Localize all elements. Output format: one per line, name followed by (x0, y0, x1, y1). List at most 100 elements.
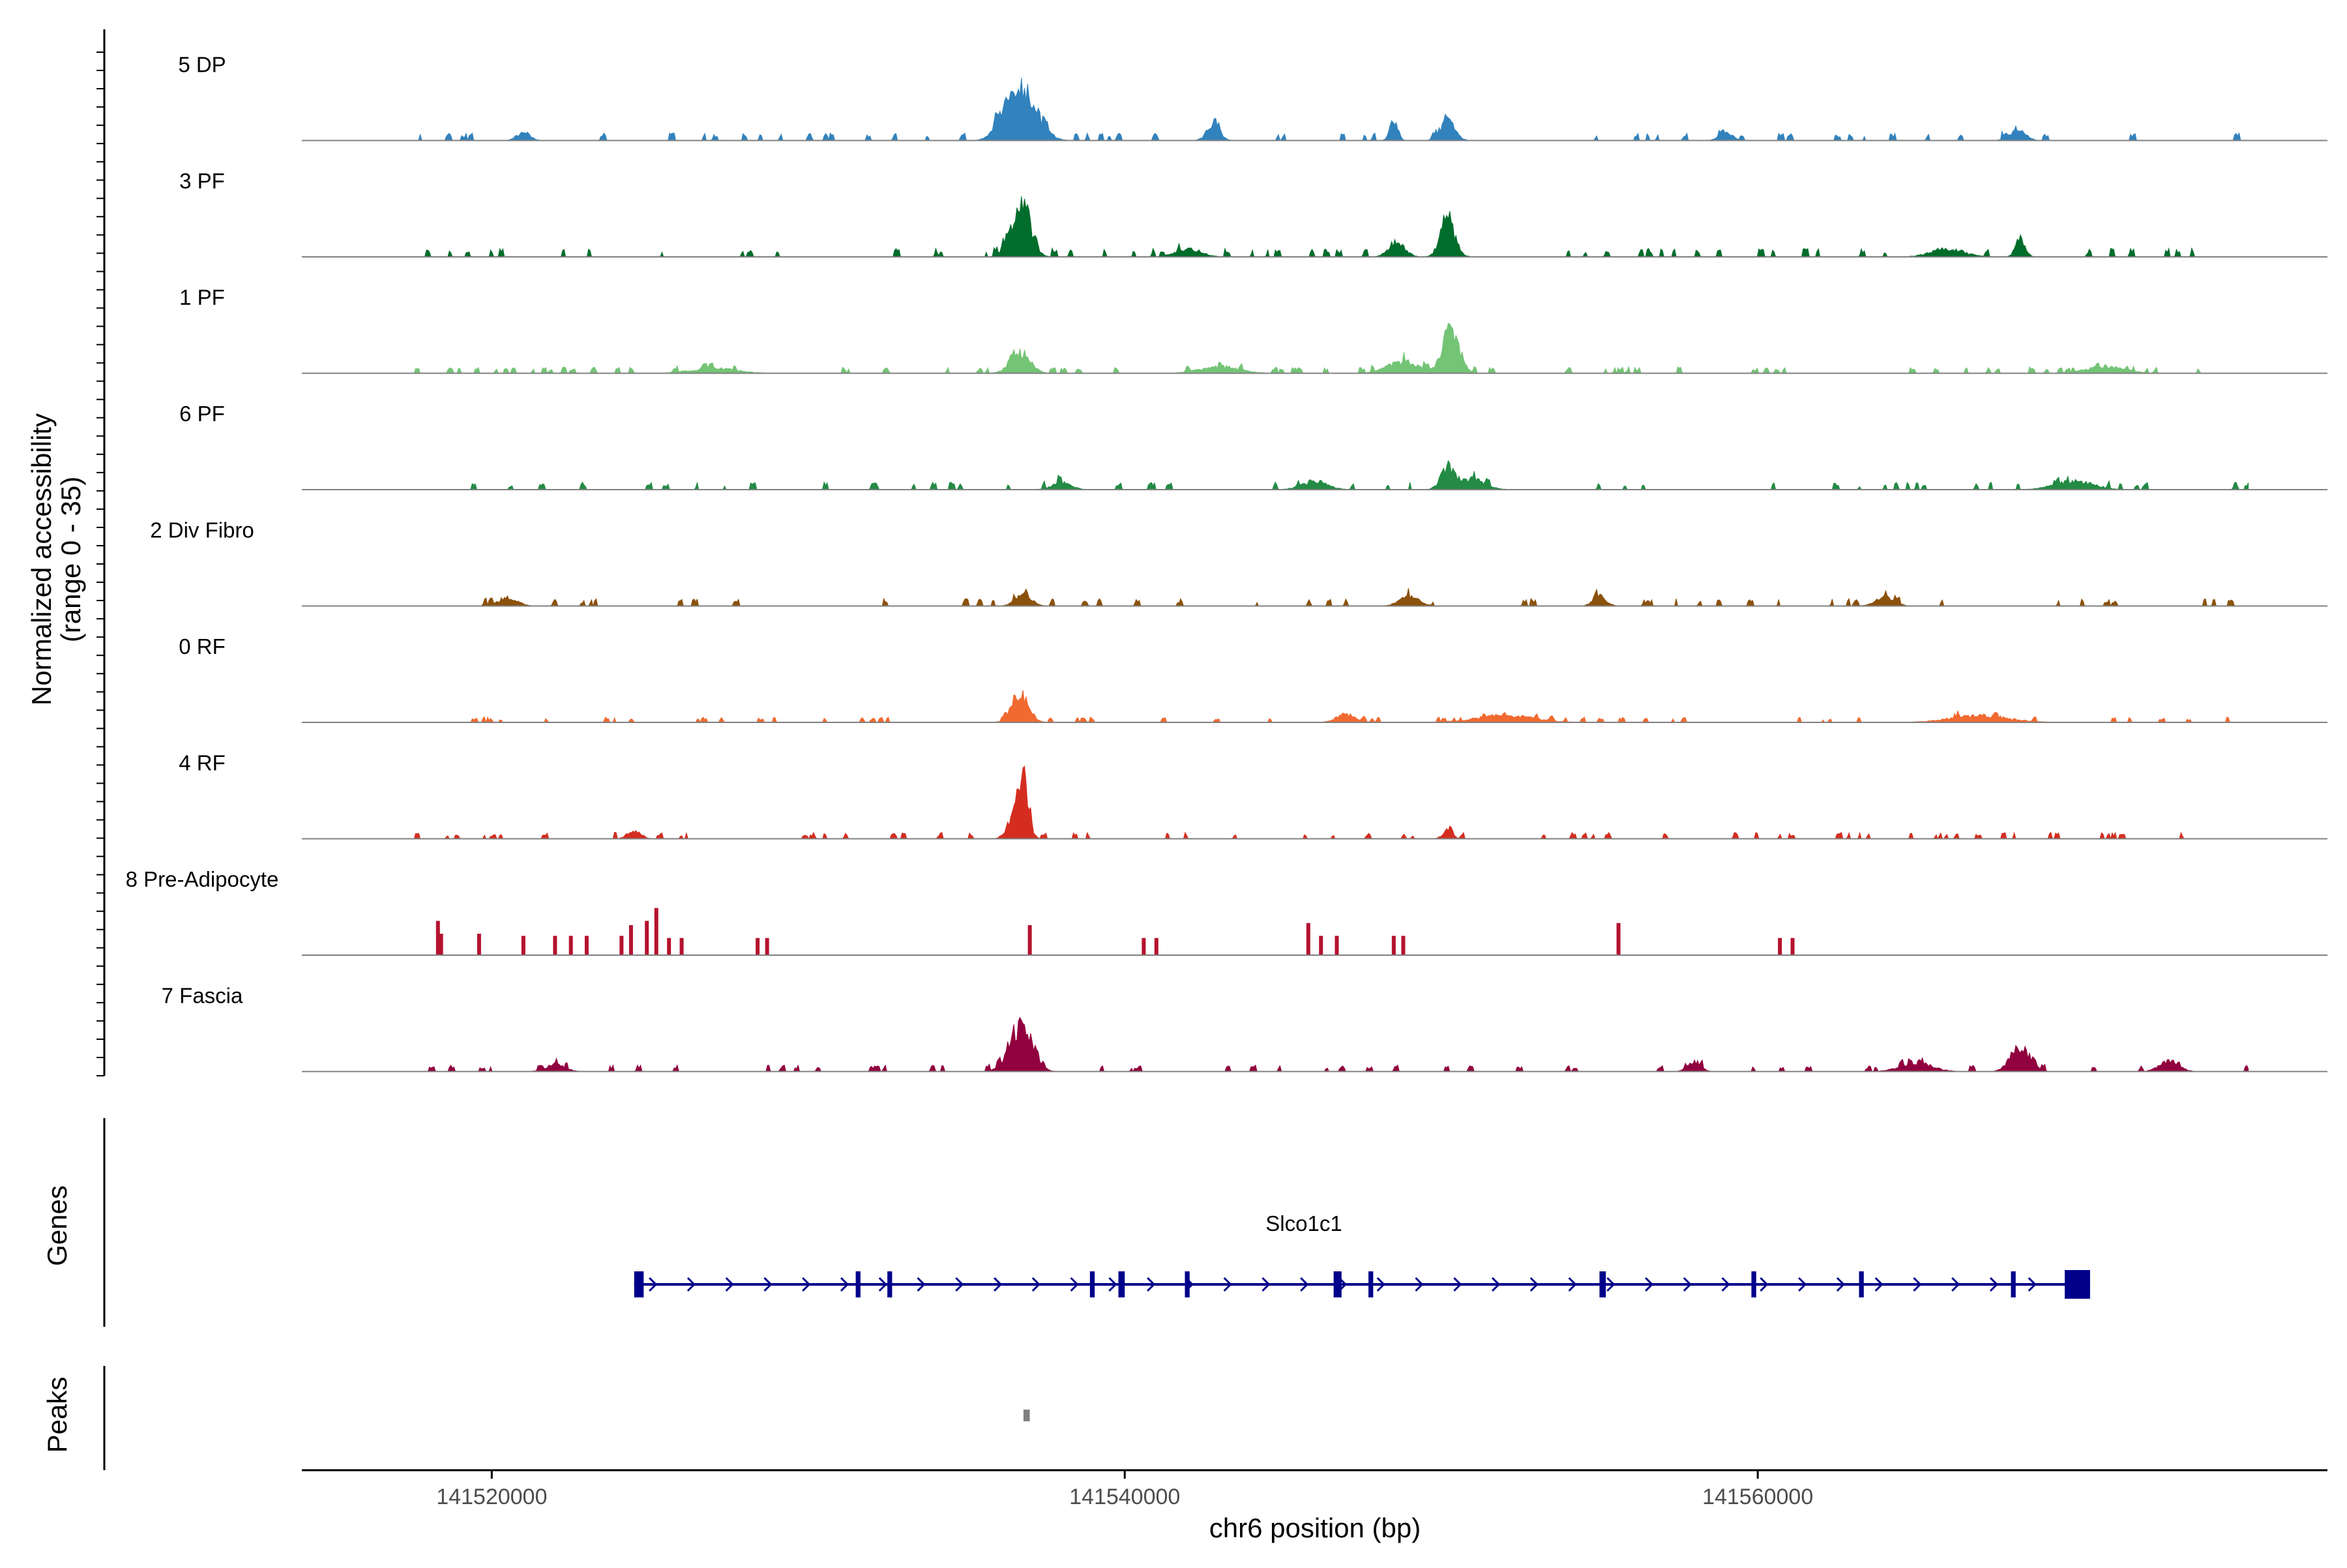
strand-arrow (1453, 1277, 1462, 1292)
y-axis-title-line2: (range 0 - 35) (55, 477, 86, 642)
gene-exon (855, 1271, 861, 1297)
coverage-area (412, 588, 2249, 608)
strand-arrow (993, 1277, 1003, 1292)
strand-arrow (955, 1277, 964, 1292)
x-axis-title: chr6 position (bp) (1209, 1513, 1421, 1543)
strand-arrow (1568, 1277, 1577, 1292)
track-2-div-fibro: 2 Div Fibro (150, 518, 2327, 608)
coverage-spike (435, 921, 440, 955)
gene-exon (1368, 1271, 1374, 1297)
strand-arrow (1683, 1277, 1692, 1292)
strand-arrow (1147, 1277, 1156, 1292)
gene-exon (2011, 1271, 2016, 1297)
coverage-spike (628, 925, 633, 955)
coverage-spike (679, 938, 684, 955)
coverage-area (412, 460, 2249, 490)
strand-arrow (1989, 1277, 1999, 1292)
track-label: 7 Fascia (162, 984, 243, 1008)
coverage-spike (521, 936, 525, 955)
track-8-pre-adipocyte: 8 Pre-Adipocyte (126, 867, 2327, 956)
genes-panel-label: Genes (42, 1185, 72, 1266)
gene-exon (887, 1271, 893, 1297)
track-label: 5 DP (178, 53, 226, 77)
coverage-area (412, 765, 2249, 840)
gene-exon (1751, 1271, 1756, 1297)
strand-arrow (1645, 1277, 1654, 1292)
peaks-panel-label: Peaks (42, 1377, 72, 1453)
track-1-pf: 1 PF (179, 286, 2327, 375)
coverage-spike (654, 908, 658, 955)
track-6-pf: 6 PF (179, 402, 2327, 490)
gene-exon (2065, 1270, 2090, 1299)
gene-exon (1185, 1271, 1190, 1297)
coverage-area (412, 690, 2249, 724)
coverage-spike (553, 936, 557, 955)
coverage-spike (645, 921, 649, 955)
coverage-spike (1027, 925, 1032, 955)
gene-exon (1333, 1271, 1342, 1297)
strand-arrow (1070, 1277, 1079, 1292)
coverage-spike (756, 938, 760, 955)
strand-arrow (1223, 1277, 1232, 1292)
coverage-spike (1401, 936, 1406, 955)
coverage-spike (1778, 938, 1782, 955)
strand-arrow (725, 1277, 734, 1292)
gene-exon (1118, 1271, 1125, 1297)
coverage-spike (1306, 923, 1310, 955)
strand-arrow (649, 1277, 658, 1292)
track-label: 0 RF (179, 634, 226, 658)
strand-arrow (840, 1277, 849, 1292)
coverage-tracks: 5 DP 3 PF 1 PF 6 PF 2 Div Fibro 0 RF 4 RF 8 Pre… (126, 53, 2327, 1072)
coverage-spike (1154, 938, 1159, 955)
coverage-spike (619, 936, 624, 955)
coverage-spike (765, 938, 769, 955)
strand-arrow (1798, 1277, 1807, 1292)
strand-arrow (2028, 1277, 2037, 1292)
coverage-area (412, 196, 2249, 258)
strand-arrow (1913, 1277, 1922, 1292)
coverage-spike (1790, 938, 1795, 955)
gene-exon (1089, 1271, 1095, 1297)
coverage-area (412, 323, 2249, 375)
strand-arrow (1491, 1277, 1501, 1292)
strand-arrow (1262, 1277, 1271, 1292)
strand-arrow (1760, 1277, 1769, 1292)
genes-panel (103, 1118, 2090, 1327)
strand-arrow (1951, 1277, 1960, 1292)
x-tick-label: 141520000 (436, 1485, 547, 1509)
coverage-spike (477, 934, 481, 955)
track-4-rf: 4 RF (179, 751, 2327, 840)
coverage-spike (1319, 936, 1323, 955)
track-label: 2 Div Fibro (150, 518, 254, 542)
coverage-spike (667, 938, 672, 955)
strand-arrow (1606, 1277, 1616, 1292)
strand-arrow (1415, 1277, 1424, 1292)
strand-arrow (686, 1277, 696, 1292)
track-label: 8 Pre-Adipocyte (126, 867, 279, 891)
strand-arrow (1108, 1277, 1117, 1292)
strand-arrow (1300, 1277, 1309, 1292)
strand-arrow (763, 1277, 773, 1292)
strand-arrow (1031, 1277, 1041, 1292)
y-axis-title-line1: Normalized accessibility (26, 413, 57, 705)
strand-arrow (1836, 1277, 1846, 1292)
strand-arrow (917, 1277, 926, 1292)
gene-exon (1859, 1271, 1864, 1297)
coverage-spike (1142, 938, 1146, 955)
coverage-area (412, 1016, 2249, 1072)
track-label: 6 PF (179, 402, 225, 426)
coverage-spike (1335, 936, 1339, 955)
track-label: 1 PF (179, 286, 225, 310)
gene-model (634, 1270, 2090, 1299)
track-label: 4 RF (179, 751, 226, 775)
strand-arrow (802, 1277, 811, 1292)
coverage-spike (584, 936, 589, 955)
peak-region (1023, 1410, 1030, 1421)
gene-exon (634, 1271, 644, 1297)
strand-arrow (1376, 1277, 1385, 1292)
track-5-dp: 5 DP (178, 53, 2327, 142)
x-tick-label: 141540000 (1069, 1485, 1180, 1509)
y-axis-coverage (96, 29, 106, 1076)
track-label: 3 PF (179, 169, 225, 193)
